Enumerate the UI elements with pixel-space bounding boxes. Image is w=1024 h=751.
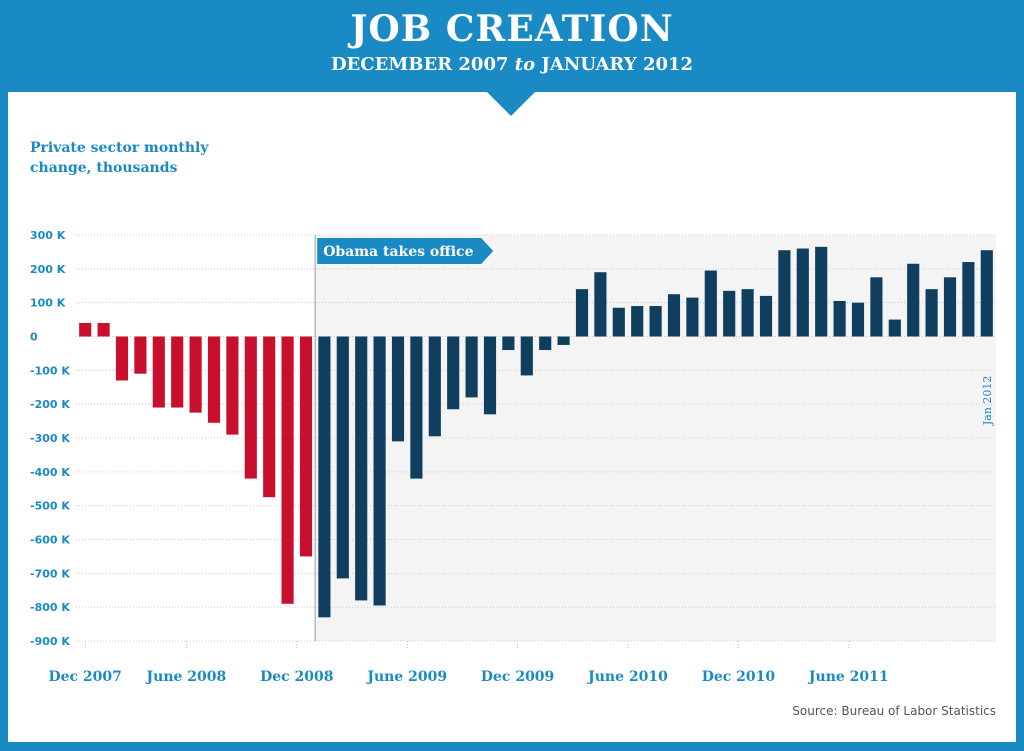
bar <box>594 272 607 337</box>
bar <box>465 336 478 398</box>
x-tick-label: Dec 2009 <box>481 669 554 685</box>
bar <box>612 307 625 337</box>
bar <box>704 270 717 337</box>
bar <box>557 336 570 345</box>
bar <box>888 319 901 337</box>
chart-subtitle: DECEMBER 2007 to JANUARY 2012 <box>0 54 1024 75</box>
bar <box>741 289 754 337</box>
bar <box>410 336 423 479</box>
bar <box>575 289 589 337</box>
bar <box>943 277 957 337</box>
bar <box>502 336 515 351</box>
header: JOB CREATION DECEMBER 2007 to JANUARY 20… <box>0 0 1024 92</box>
y-tick-label: 0 <box>30 331 38 344</box>
bar <box>759 295 773 337</box>
x-tick-label: Dec 2008 <box>260 669 333 685</box>
y-tick-label: 200 K <box>30 263 66 276</box>
y-axis-label: Private sector monthly change, thousands <box>30 140 209 176</box>
bar <box>667 294 681 337</box>
bar <box>962 262 975 337</box>
x-tick-label: Dec 2010 <box>702 669 776 685</box>
bar <box>649 306 662 337</box>
y-tick-label: -400 K <box>30 466 70 479</box>
bar <box>796 248 809 337</box>
bar <box>980 250 993 337</box>
bar <box>851 302 865 337</box>
bar <box>134 336 147 374</box>
subtitle-mid: to <box>514 54 536 75</box>
header-notch <box>487 92 535 116</box>
x-tick-label: June 2011 <box>807 669 889 685</box>
bar <box>171 336 184 408</box>
y-tick-label: -700 K <box>30 567 70 580</box>
bar <box>318 336 331 618</box>
bar <box>391 336 405 442</box>
bar <box>520 336 533 376</box>
bar <box>97 322 110 337</box>
bar <box>483 336 497 415</box>
x-tick-label: June 2009 <box>365 669 447 685</box>
end-label: Jan 2012 <box>981 376 994 427</box>
bar <box>778 250 791 337</box>
bar <box>152 336 165 408</box>
bar <box>226 336 239 435</box>
bar <box>870 277 883 337</box>
bar <box>79 322 92 337</box>
y-tick-label: -100 K <box>30 364 70 377</box>
y-tick-label: -800 K <box>30 601 70 614</box>
bar <box>723 290 736 337</box>
y-tick-label: 300 K <box>30 229 66 242</box>
annotation-label: Obama takes office <box>323 244 473 260</box>
bar <box>373 336 386 606</box>
chart-title: JOB CREATION <box>350 8 674 50</box>
bar <box>281 336 294 604</box>
bar <box>815 246 828 337</box>
subtitle-start: DECEMBER 2007 <box>330 54 509 75</box>
x-tick-label: June 2010 <box>586 669 668 685</box>
x-tick-label: Dec 2007 <box>48 669 121 685</box>
bar <box>336 336 349 579</box>
bar <box>833 300 846 337</box>
x-tick-label: June 2008 <box>145 669 227 685</box>
bar <box>263 336 276 498</box>
source-note: Source: Bureau of Labor Statistics <box>792 704 996 718</box>
bar <box>686 297 699 337</box>
annotation-flag <box>317 238 494 264</box>
y-tick-label: -500 K <box>30 500 70 513</box>
bar <box>355 336 368 601</box>
bar <box>447 336 460 410</box>
bar <box>539 336 552 351</box>
bar <box>428 336 441 437</box>
y-tick-label: -600 K <box>30 534 70 547</box>
bar <box>115 336 129 381</box>
bar <box>189 336 202 413</box>
bar <box>299 336 313 557</box>
y-tick-label: -900 K <box>30 635 70 648</box>
bar <box>925 289 938 337</box>
subtitle-end: JANUARY 2012 <box>541 54 694 75</box>
bar <box>907 263 920 337</box>
y-tick-label: -200 K <box>30 398 70 411</box>
y-tick-label: 100 K <box>30 297 66 310</box>
bar <box>631 306 644 337</box>
bar <box>244 336 257 479</box>
y-tick-label: -300 K <box>30 432 70 445</box>
bar <box>207 336 221 423</box>
